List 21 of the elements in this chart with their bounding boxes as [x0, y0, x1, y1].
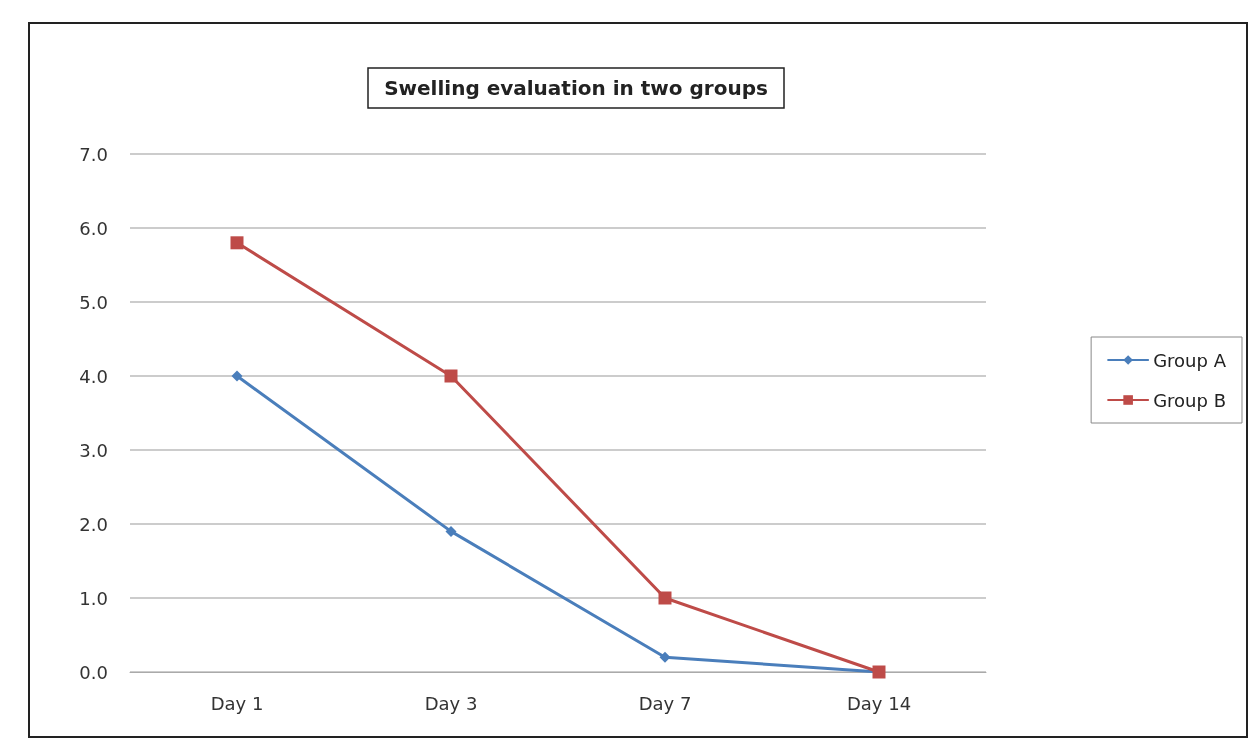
x-tick-label: Day 14: [846, 692, 912, 714]
y-tick-label: 4.0: [79, 365, 108, 387]
point: [658, 591, 672, 605]
x-tick-label: Day 1: [210, 692, 264, 714]
point: [445, 525, 457, 537]
point: [444, 369, 458, 383]
legend-label: Group A: [1153, 349, 1227, 371]
point: [231, 370, 243, 382]
y-tick-label: 6.0: [79, 217, 108, 239]
y-tick-label: 3.0: [79, 439, 108, 461]
x-tick-label: Day 7: [638, 692, 692, 714]
point: [230, 236, 244, 250]
legend-label: Group B: [1153, 389, 1226, 411]
x-tick-label: Day 3: [424, 692, 478, 714]
chart-title: Swelling evaluation in two groups: [384, 76, 768, 100]
y-tick-label: 5.0: [79, 291, 108, 313]
point: [659, 651, 671, 663]
y-tick-label: 7.0: [79, 143, 108, 165]
y-tick-label: 1.0: [79, 587, 108, 609]
y-tick-label: 0.0: [79, 661, 108, 683]
y-tick-label: 2.0: [79, 513, 108, 535]
